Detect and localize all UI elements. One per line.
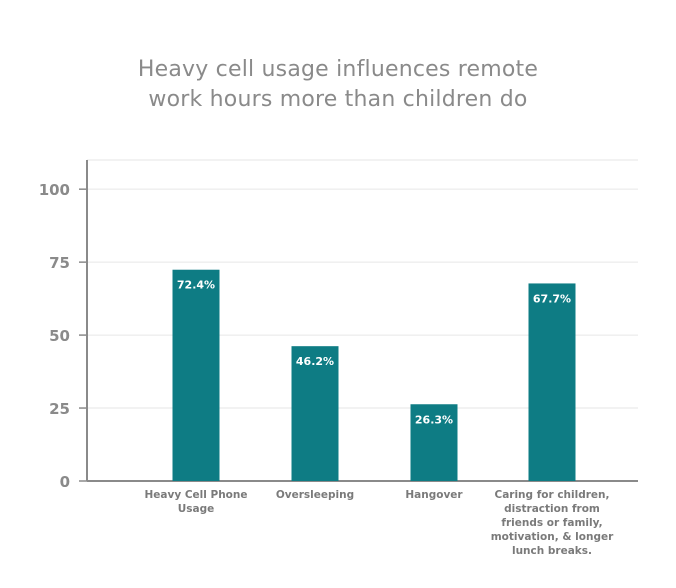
- y-tick-label-75: 75: [49, 254, 70, 272]
- data-label-2: 26.3%: [415, 413, 453, 426]
- category-label-3-line-3: motivation, & longer: [491, 531, 614, 543]
- y-tick-label-25: 25: [49, 400, 70, 418]
- data-label-1: 46.2%: [296, 355, 334, 368]
- category-label-0-line-0: Heavy Cell Phone: [144, 489, 247, 501]
- bar-0: [172, 269, 220, 481]
- category-label-3-line-4: lunch breaks.: [512, 545, 592, 557]
- y-tick-label-100: 100: [39, 181, 70, 199]
- category-label-3-line-0: Caring for children,: [494, 489, 609, 501]
- data-label-3: 67.7%: [533, 292, 571, 305]
- category-label-3-line-1: distraction from: [504, 503, 600, 515]
- chart-title-line-2: work hours more than children do: [148, 87, 528, 112]
- category-label-2-line-0: Hangover: [405, 489, 463, 501]
- y-tick-label-50: 50: [49, 327, 70, 345]
- bar-1: [291, 346, 339, 481]
- bar-3: [528, 283, 576, 481]
- category-label-1-line-0: Oversleeping: [276, 489, 354, 501]
- category-label-0-line-1: Usage: [178, 503, 215, 515]
- category-label-3-line-2: friends or family,: [501, 517, 602, 529]
- chart-title-line-1: Heavy cell usage influences remote: [137, 57, 539, 82]
- bar-2: [410, 404, 458, 481]
- y-tick-label-0: 0: [60, 473, 70, 491]
- data-label-0: 72.4%: [177, 279, 215, 292]
